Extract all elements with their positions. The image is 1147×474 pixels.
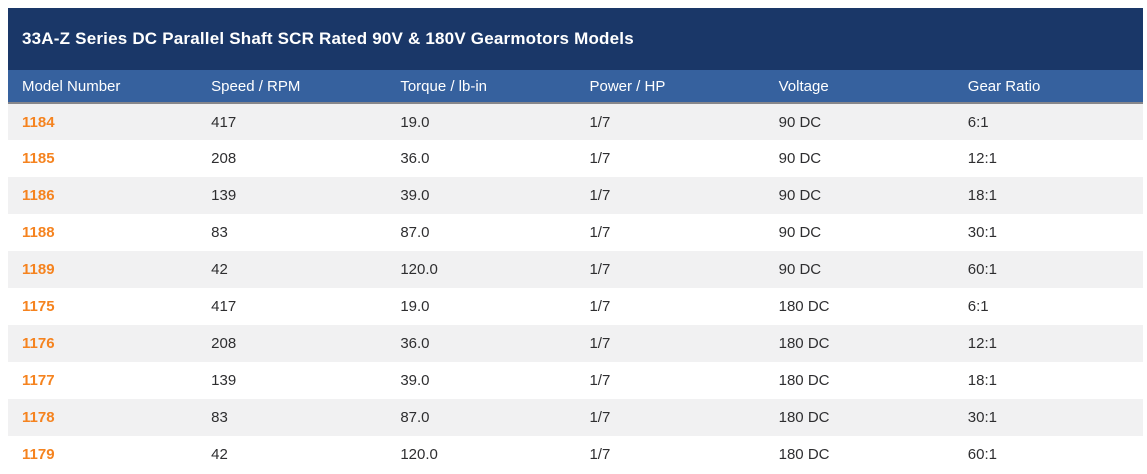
- cell-power: 1/7: [589, 298, 611, 315]
- cell-speed: 139: [211, 187, 237, 204]
- table-row: 1188 83 87.0 1/7 90 DC 30:1: [8, 214, 1143, 251]
- cell-speed: 417: [211, 113, 237, 131]
- table-row: 1179 42 120.0 1/7 180 DC 60:1: [8, 436, 1143, 473]
- model-number-link[interactable]: 1188: [22, 224, 55, 241]
- cell-voltage: 180 DC: [778, 335, 830, 352]
- cell-torque: 36.0: [400, 335, 430, 352]
- cell-speed: 42: [211, 446, 228, 463]
- cell-voltage: 90 DC: [778, 187, 822, 204]
- table-row: 1184 417 19.0 1/7 90 DC 6:1: [8, 103, 1143, 140]
- cell-voltage: 90 DC: [778, 261, 822, 278]
- cell-voltage: 180 DC: [778, 298, 830, 315]
- cell-power: 1/7: [589, 113, 611, 131]
- cell-voltage: 90 DC: [778, 113, 822, 131]
- cell-power: 1/7: [589, 187, 611, 204]
- cell-voltage: 180 DC: [778, 409, 830, 426]
- column-header-model: Model Number: [22, 77, 121, 95]
- cell-ratio: 6:1: [967, 113, 989, 131]
- cell-torque: 39.0: [400, 187, 430, 204]
- cell-speed: 139: [211, 372, 237, 389]
- cell-ratio: 30:1: [967, 224, 997, 241]
- model-number-link[interactable]: 1179: [22, 446, 55, 463]
- cell-voltage: 90 DC: [778, 224, 822, 241]
- table-title-bar: 33A-Z Series DC Parallel Shaft SCR Rated…: [8, 8, 1143, 70]
- cell-torque: 120.0: [400, 446, 438, 463]
- table-title: 33A-Z Series DC Parallel Shaft SCR Rated…: [22, 29, 634, 48]
- model-number-link[interactable]: 1175: [22, 298, 55, 315]
- table-row: 1176 208 36.0 1/7 180 DC 12:1: [8, 325, 1143, 362]
- cell-power: 1/7: [589, 446, 611, 463]
- cell-power: 1/7: [589, 335, 611, 352]
- column-header-speed: Speed / RPM: [211, 77, 301, 95]
- model-number-link[interactable]: 1184: [22, 113, 55, 131]
- cell-torque: 87.0: [400, 409, 430, 426]
- table-row: 1186 139 39.0 1/7 90 DC 18:1: [8, 177, 1143, 214]
- table-row: 1185 208 36.0 1/7 90 DC 12:1: [8, 140, 1143, 177]
- cell-torque: 36.0: [400, 150, 430, 167]
- cell-torque: 19.0: [400, 113, 430, 131]
- cell-ratio: 12:1: [967, 335, 997, 352]
- cell-speed: 417: [211, 298, 237, 315]
- column-header-torque: Torque / lb-in: [400, 77, 488, 95]
- table-header-row: Model Number Speed / RPM Torque / lb-in Pow…: [8, 70, 1143, 103]
- column-header-ratio: Gear Ratio: [967, 77, 1041, 95]
- cell-speed: 42: [211, 261, 228, 278]
- cell-voltage: 180 DC: [778, 446, 830, 463]
- cell-voltage: 90 DC: [778, 150, 822, 167]
- cell-speed: 83: [211, 409, 228, 426]
- table-header: Model Number Speed / RPM Torque / lb-in Pow…: [8, 70, 1143, 103]
- model-number-link[interactable]: 1185: [22, 150, 55, 167]
- cell-speed: 208: [211, 335, 237, 352]
- table-row: 1189 42 120.0 1/7 90 DC 60:1: [8, 251, 1143, 288]
- cell-ratio: 60:1: [967, 446, 997, 463]
- cell-ratio: 18:1: [967, 372, 997, 389]
- column-header-voltage: Voltage: [778, 77, 829, 95]
- cell-power: 1/7: [589, 372, 611, 389]
- model-number-link[interactable]: 1177: [22, 372, 55, 389]
- cell-ratio: 30:1: [967, 409, 997, 426]
- cell-power: 1/7: [589, 409, 611, 426]
- table-row: 1178 83 87.0 1/7 180 DC 30:1: [8, 399, 1143, 436]
- table-row: 1175 417 19.0 1/7 180 DC 6:1: [8, 288, 1143, 325]
- cell-torque: 19.0: [400, 298, 430, 315]
- cell-ratio: 18:1: [967, 187, 997, 204]
- gearmotors-table-card: 33A-Z Series DC Parallel Shaft SCR Rated…: [8, 8, 1143, 473]
- column-header-power: Power / HP: [589, 77, 666, 95]
- cell-speed: 208: [211, 150, 237, 167]
- model-number-link[interactable]: 1186: [22, 187, 55, 204]
- cell-torque: 120.0: [400, 261, 438, 278]
- cell-power: 1/7: [589, 150, 611, 167]
- table-row: 1177 139 39.0 1/7 180 DC 18:1: [8, 362, 1143, 399]
- cell-voltage: 180 DC: [778, 372, 830, 389]
- gearmotors-table: Model Number Speed / RPM Torque / lb-in Pow…: [8, 70, 1143, 473]
- cell-ratio: 12:1: [967, 150, 997, 167]
- cell-torque: 87.0: [400, 224, 430, 241]
- model-number-link[interactable]: 1189: [22, 261, 55, 278]
- cell-ratio: 60:1: [967, 261, 997, 278]
- model-number-link[interactable]: 1176: [22, 335, 55, 352]
- cell-torque: 39.0: [400, 372, 430, 389]
- cell-ratio: 6:1: [967, 298, 989, 315]
- model-number-link[interactable]: 1178: [22, 409, 55, 426]
- cell-power: 1/7: [589, 224, 611, 241]
- cell-speed: 83: [211, 224, 228, 241]
- table-body: 1184 417 19.0 1/7 90 DC 6:1 1185 208 36.0 1/7 90 D…: [8, 103, 1143, 473]
- cell-power: 1/7: [589, 261, 611, 278]
